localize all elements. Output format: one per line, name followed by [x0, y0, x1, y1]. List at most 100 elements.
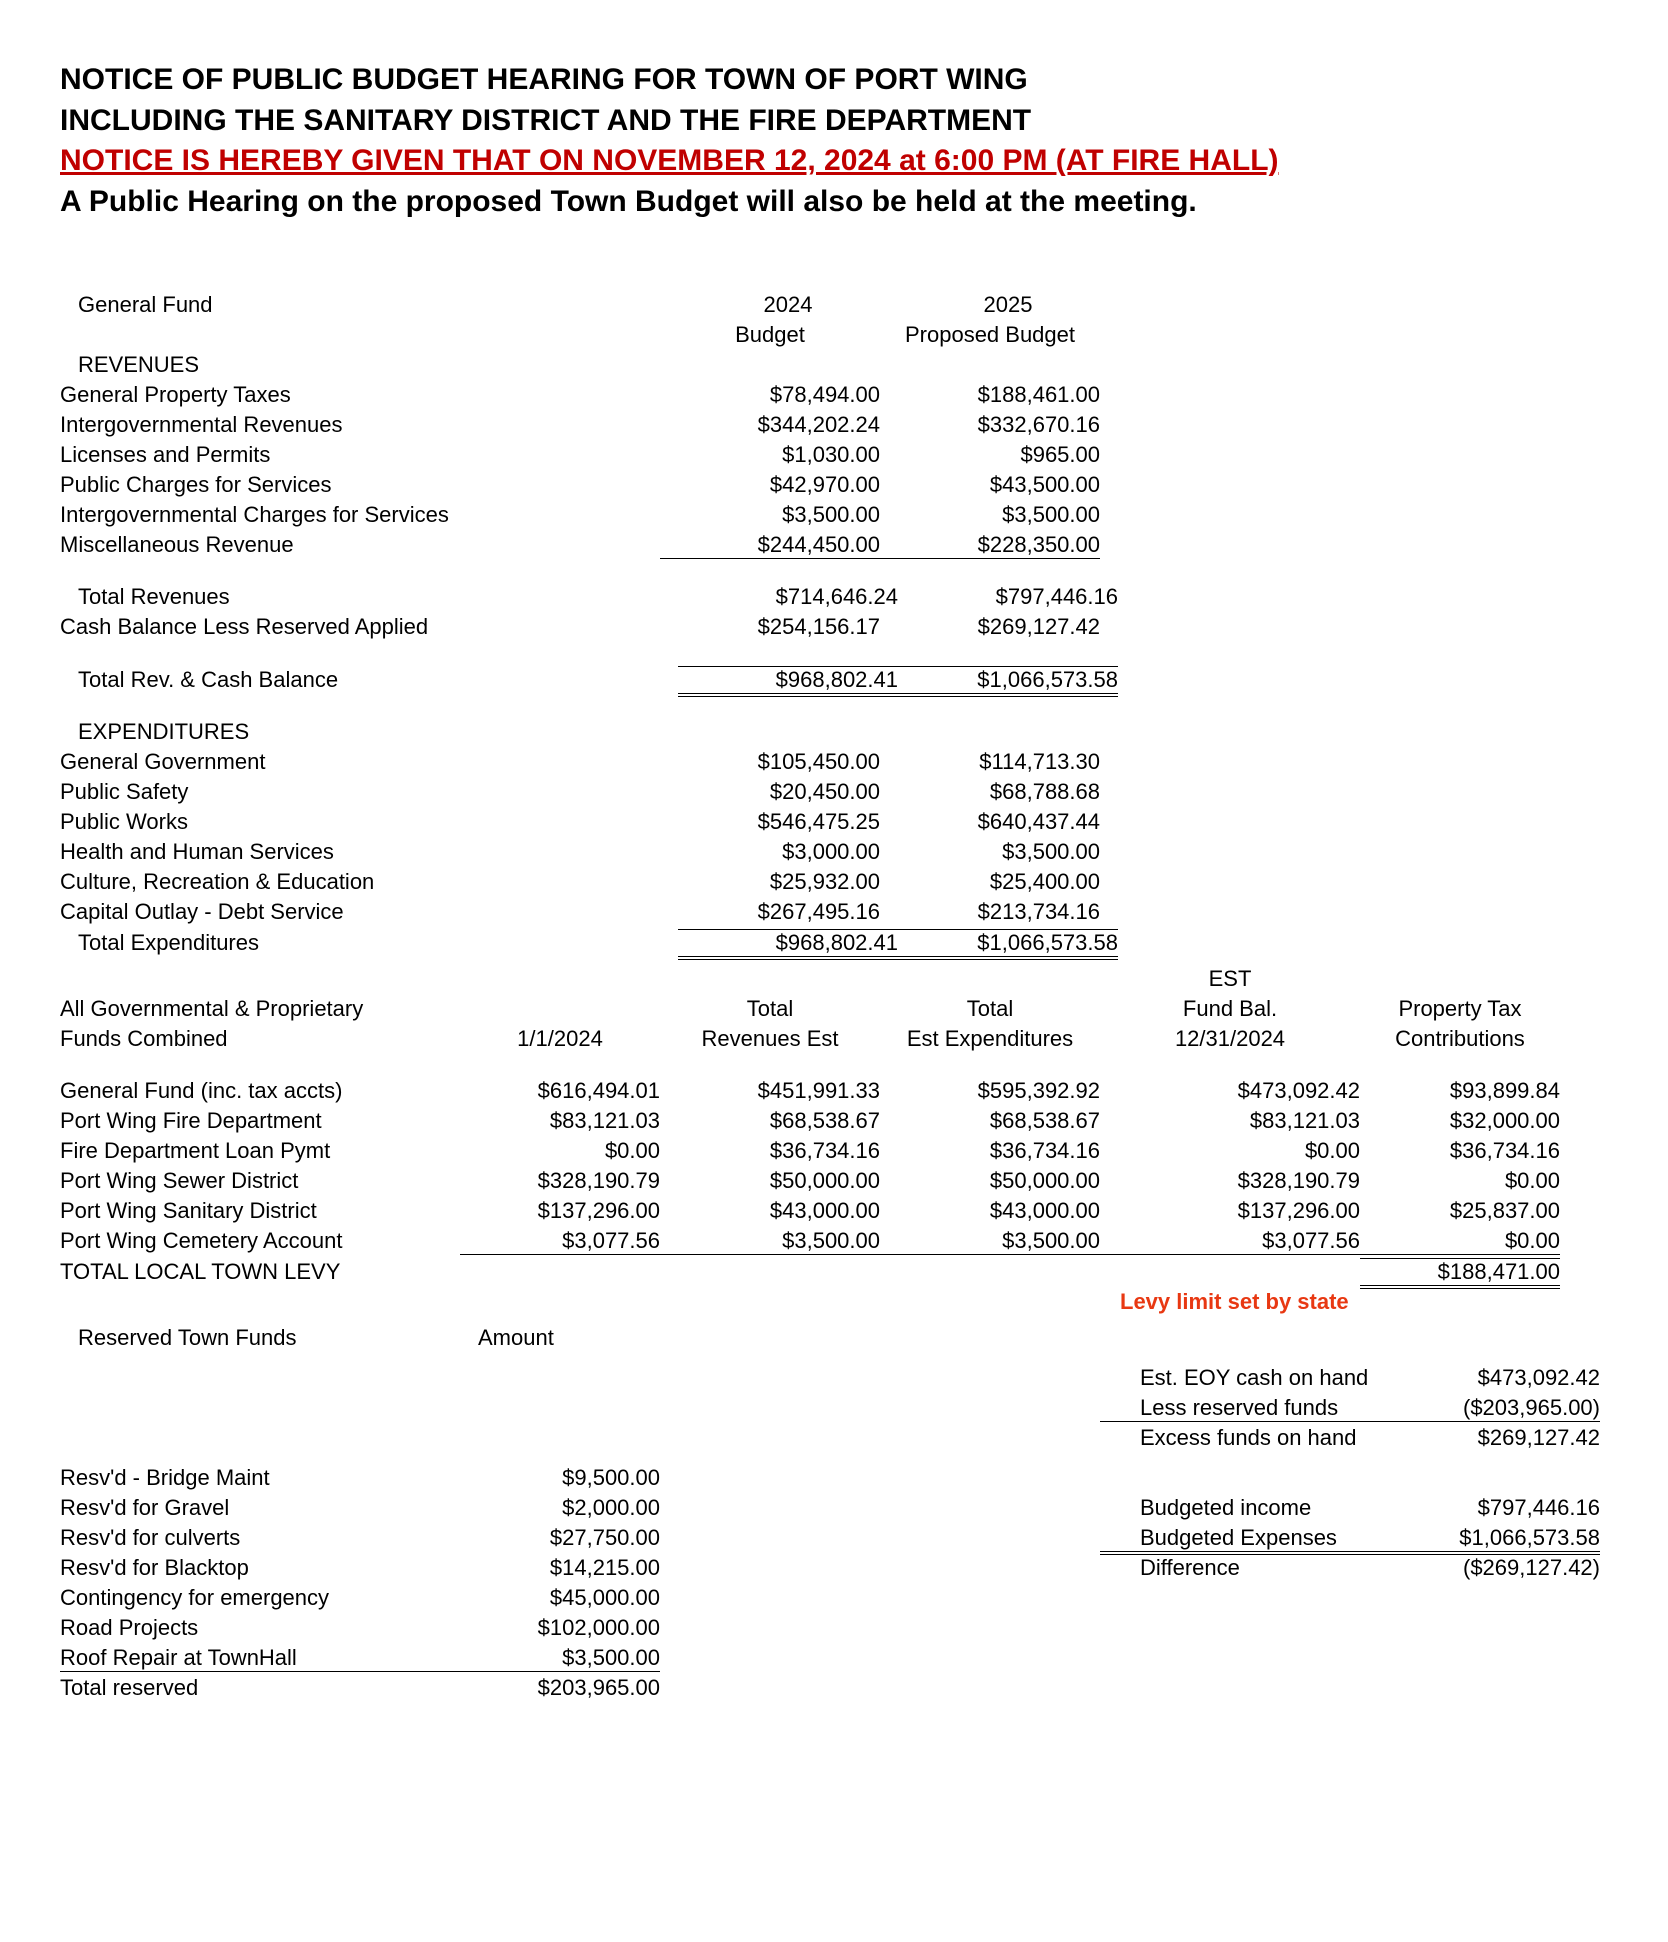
- expenditure-row-2025: $114,713.30: [880, 749, 1100, 775]
- revenue-row-2024: $42,970.00: [660, 472, 880, 498]
- cash-balance-label: Cash Balance Less Reserved Applied: [60, 614, 460, 640]
- combined-funds-title1: All Governmental & Proprietary: [60, 996, 460, 1022]
- combined-row-rev: $50,000.00: [660, 1168, 880, 1194]
- combined-row-label: Port Wing Sewer District: [60, 1168, 460, 1194]
- revenue-row-label: General Property Taxes: [60, 382, 460, 408]
- combined-row-fundbal: $137,296.00: [1100, 1198, 1360, 1224]
- combined-row-tax: $32,000.00: [1360, 1108, 1560, 1134]
- notice-header: NOTICE OF PUBLIC BUDGET HEARING FOR TOWN…: [60, 60, 1608, 222]
- combined-row-fundbal: $473,092.42: [1100, 1078, 1360, 1104]
- cash-balance-2024: $254,156.17: [660, 614, 880, 640]
- total-reserved-amt: $203,965.00: [460, 1675, 660, 1701]
- col-contrib: Contributions: [1360, 1026, 1560, 1052]
- revenue-row-2025: $228,350.00: [880, 532, 1100, 559]
- combined-row-rev: $68,538.67: [660, 1108, 880, 1134]
- general-fund-title: General Fund: [60, 292, 478, 318]
- revenue-row-2024: $1,030.00: [660, 442, 880, 468]
- combined-row-exp: $50,000.00: [880, 1168, 1100, 1194]
- col-budget: Budget: [660, 322, 880, 348]
- total-expenditures-2025: $1,066,573.58: [898, 929, 1118, 960]
- combined-row-label: Port Wing Cemetery Account: [60, 1228, 460, 1254]
- expenditure-row-label: Health and Human Services: [60, 839, 460, 865]
- expenditure-row-2024: $3,000.00: [660, 839, 880, 865]
- combined-row-rev: $36,734.16: [660, 1138, 880, 1164]
- excess-funds-label: Excess funds on hand: [1100, 1425, 1400, 1451]
- expenditure-row-label: Public Safety: [60, 779, 460, 805]
- general-fund-section: General Fund 2024 2025 Budget Proposed B…: [60, 292, 1608, 960]
- expenditure-row-2024: $25,932.00: [660, 869, 880, 895]
- combined-row-tax: $25,837.00: [1360, 1198, 1560, 1224]
- combined-row-exp: $36,734.16: [880, 1138, 1100, 1164]
- amount-header: Amount: [478, 1325, 678, 1351]
- expenditure-row-2024: $20,450.00: [660, 779, 880, 805]
- combined-row-fundbal: $3,077.56: [1100, 1228, 1360, 1255]
- combined-row-date: $616,494.01: [460, 1078, 660, 1104]
- expenditure-row-label: Capital Outlay - Debt Service: [60, 899, 460, 925]
- combined-row-label: Fire Department Loan Pymt: [60, 1138, 460, 1164]
- combined-row-rev: $451,991.33: [660, 1078, 880, 1104]
- expenditure-row-2024: $546,475.25: [660, 809, 880, 835]
- difference-label: Difference: [1100, 1555, 1400, 1581]
- combined-row-date: $328,190.79: [460, 1168, 660, 1194]
- reserved-row-amt: $2,000.00: [460, 1495, 660, 1521]
- reserved-row-amt: $45,000.00: [460, 1585, 660, 1611]
- header-line-2: INCLUDING THE SANITARY DISTRICT AND THE …: [60, 101, 1608, 142]
- combined-row-fundbal: $83,121.03: [1100, 1108, 1360, 1134]
- expenditure-row-label: General Government: [60, 749, 460, 775]
- combined-row-exp: $68,538.67: [880, 1108, 1100, 1134]
- reserved-row-label: Resv'd for Blacktop: [60, 1555, 460, 1581]
- combined-row-fundbal: $0.00: [1100, 1138, 1360, 1164]
- reserved-row-label: Resv'd for culverts: [60, 1525, 460, 1551]
- reserved-row-label: Road Projects: [60, 1615, 460, 1641]
- combined-row-label: Port Wing Fire Department: [60, 1108, 460, 1134]
- revenue-row-2025: $43,500.00: [880, 472, 1100, 498]
- combined-row-fundbal: $328,190.79: [1100, 1168, 1360, 1194]
- combined-row-date: $0.00: [460, 1138, 660, 1164]
- combined-funds-title2: Funds Combined: [60, 1026, 460, 1052]
- revenue-row-2024: $3,500.00: [660, 502, 880, 528]
- revenue-row-2025: $965.00: [880, 442, 1100, 468]
- budgeted-exp-val: $1,066,573.58: [1400, 1525, 1600, 1555]
- col-2025: 2025: [898, 292, 1118, 318]
- combined-row-date: $3,077.56: [460, 1228, 660, 1255]
- revenue-row-2024: $344,202.24: [660, 412, 880, 438]
- header-line-1: NOTICE OF PUBLIC BUDGET HEARING FOR TOWN…: [60, 60, 1608, 101]
- combined-row-label: Port Wing Sanitary District: [60, 1198, 460, 1224]
- header-line-4: A Public Hearing on the proposed Town Bu…: [60, 182, 1608, 223]
- combined-funds-date: 1/1/2024: [460, 1026, 660, 1052]
- reserved-row-amt: $9,500.00: [460, 1465, 660, 1491]
- revenue-row-2024: $244,450.00: [660, 532, 880, 559]
- expenditure-row-2025: $25,400.00: [880, 869, 1100, 895]
- col-proptax: Property Tax: [1360, 996, 1560, 1022]
- reserved-row-amt: $3,500.00: [460, 1645, 660, 1672]
- levy-limit-note: Levy limit set by state: [1100, 1289, 1380, 1315]
- col-total-b: Total: [880, 996, 1100, 1022]
- total-levy-amount: $188,471.00: [1360, 1258, 1560, 1289]
- budgeted-income-val: $797,446.16: [1400, 1495, 1600, 1521]
- total-expenditures-label: Total Expenditures: [60, 930, 478, 956]
- less-reserved-val: ($203,965.00): [1400, 1395, 1600, 1422]
- total-levy-label: TOTAL LOCAL TOWN LEVY: [60, 1259, 460, 1285]
- combined-row-tax: $0.00: [1360, 1168, 1560, 1194]
- total-revenues-2024: $714,646.24: [678, 584, 898, 610]
- reserved-row-amt: $14,215.00: [460, 1555, 660, 1581]
- reserved-row-label: Contingency for emergency: [60, 1585, 460, 1611]
- revenue-row-label: Miscellaneous Revenue: [60, 532, 460, 558]
- col-date-end: 12/31/2024: [1100, 1026, 1360, 1052]
- col-fundbal: Fund Bal.: [1100, 996, 1360, 1022]
- reserved-row-amt: $102,000.00: [460, 1615, 660, 1641]
- combined-row-date: $83,121.03: [460, 1108, 660, 1134]
- revenue-row-2025: $3,500.00: [880, 502, 1100, 528]
- budgeted-exp-label: Budgeted Expenses: [1100, 1525, 1400, 1555]
- less-reserved-label: Less reserved funds: [1100, 1395, 1400, 1422]
- combined-row-label: General Fund (inc. tax accts): [60, 1078, 460, 1104]
- combined-row-date: $137,296.00: [460, 1198, 660, 1224]
- combined-row-tax: $0.00: [1360, 1228, 1560, 1255]
- difference-val: ($269,127.42): [1400, 1555, 1600, 1581]
- combined-row-exp: $43,000.00: [880, 1198, 1100, 1224]
- revenues-title: REVENUES: [60, 352, 478, 378]
- revenue-row-2024: $78,494.00: [660, 382, 880, 408]
- revenue-row-label: Licenses and Permits: [60, 442, 460, 468]
- combined-row-rev: $43,000.00: [660, 1198, 880, 1224]
- total-reserved-label: Total reserved: [60, 1675, 460, 1701]
